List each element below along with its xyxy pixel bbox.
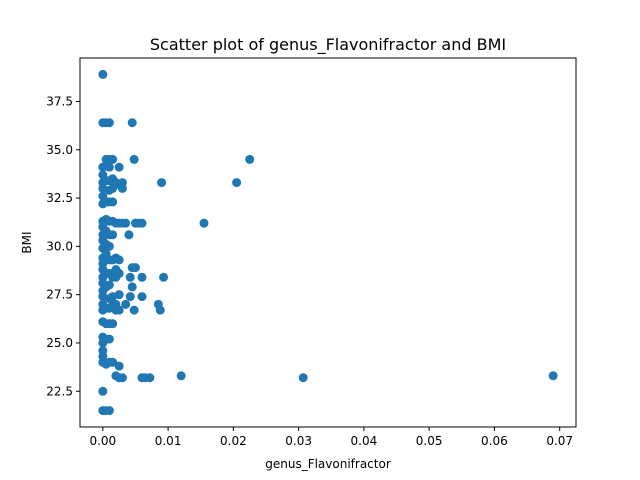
- x-tick-label: 0.02: [220, 434, 247, 448]
- x-tick-label: 0.05: [416, 434, 443, 448]
- data-point: [108, 154, 118, 164]
- data-point: [245, 154, 255, 164]
- y-tick-label: 35.0: [46, 143, 73, 157]
- data-point: [114, 268, 124, 278]
- data-point: [159, 272, 169, 282]
- data-point: [232, 178, 242, 188]
- x-tick-label: 0.00: [89, 434, 116, 448]
- y-tick-label: 30.0: [46, 239, 73, 253]
- data-point: [121, 218, 131, 228]
- data-point: [114, 361, 124, 371]
- data-point: [145, 373, 155, 383]
- data-point: [98, 346, 108, 356]
- data-point: [176, 371, 186, 381]
- data-point: [104, 162, 114, 172]
- data-point: [298, 373, 308, 383]
- data-point: [114, 305, 124, 315]
- x-tick-label: 0.01: [155, 434, 182, 448]
- data-point: [137, 272, 147, 282]
- x-tick-label: 0.04: [351, 434, 378, 448]
- x-axis-label: genus_Flavonifractor: [265, 457, 391, 471]
- data-point: [129, 305, 139, 315]
- data-point: [104, 280, 114, 290]
- data-point: [157, 178, 167, 188]
- y-tick-label: 22.5: [46, 384, 73, 398]
- data-point: [117, 373, 127, 383]
- data-point: [98, 162, 108, 172]
- x-tick-label: 0.03: [285, 434, 312, 448]
- data-point: [137, 292, 147, 302]
- data-point: [114, 255, 124, 265]
- y-tick-label: 37.5: [46, 94, 73, 108]
- data-point: [98, 386, 108, 396]
- y-tick-label: 25.0: [46, 336, 73, 350]
- data-point: [104, 406, 114, 416]
- y-tick-label: 32.5: [46, 191, 73, 205]
- data-point: [155, 305, 165, 315]
- data-point: [104, 334, 114, 344]
- data-point: [125, 292, 135, 302]
- data-point: [108, 319, 118, 329]
- x-axis: 0.00 0.01 0.02 0.03 0.04 0.05 0.06 0.07: [89, 427, 573, 448]
- data-point: [127, 118, 137, 128]
- x-tick-label: 0.06: [481, 434, 508, 448]
- data-point: [108, 197, 118, 207]
- data-point: [114, 290, 124, 300]
- data-point: [127, 282, 137, 292]
- data-point: [104, 118, 114, 128]
- x-tick-label: 0.07: [546, 434, 573, 448]
- data-point: [121, 299, 131, 309]
- scatter-points: [98, 69, 558, 416]
- data-point: [117, 178, 127, 188]
- data-point: [548, 371, 558, 381]
- data-point: [108, 230, 118, 240]
- data-point: [108, 357, 118, 367]
- data-point: [104, 241, 114, 251]
- data-point: [130, 263, 140, 273]
- data-point: [124, 230, 134, 240]
- data-point: [129, 154, 139, 164]
- y-tick-label: 27.5: [46, 288, 73, 302]
- data-point: [98, 69, 108, 79]
- data-point: [199, 218, 209, 228]
- data-point: [125, 272, 135, 282]
- data-point: [114, 162, 124, 172]
- data-point: [137, 218, 147, 228]
- chart-title: Scatter plot of genus_Flavonifractor and…: [150, 35, 506, 55]
- y-axis-label: BMI: [20, 231, 34, 253]
- y-axis: 22.5 25.0 27.5 30.0 32.5 35.0 37.5: [46, 94, 80, 398]
- plot-frame: [79, 57, 577, 428]
